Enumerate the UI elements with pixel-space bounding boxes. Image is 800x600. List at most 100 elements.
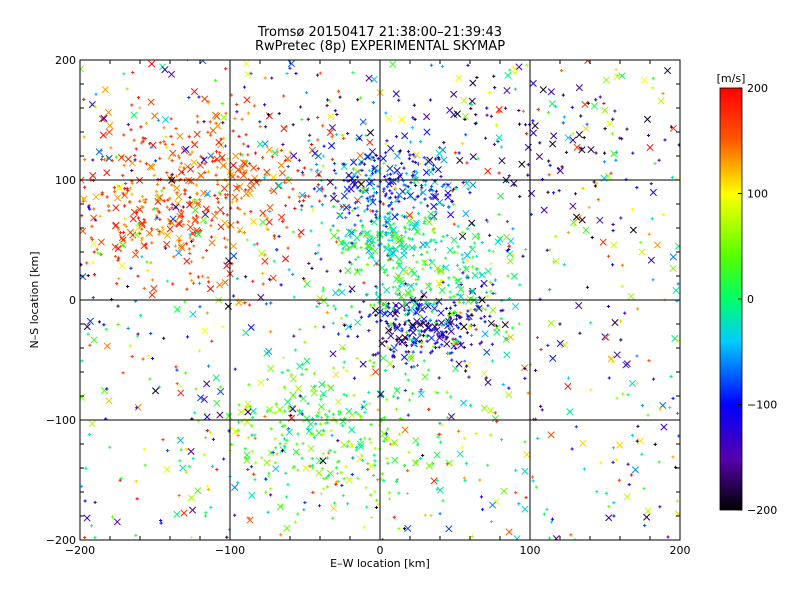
data-point-x (572, 213, 581, 221)
data-point-plus (419, 252, 424, 257)
data-point-plus (330, 157, 334, 161)
data-point-plus (178, 384, 182, 388)
data-point-x (404, 187, 412, 195)
data-point-x (80, 393, 86, 401)
data-point-plus (388, 347, 392, 351)
data-point-plus (130, 238, 134, 242)
data-point-plus (429, 266, 433, 270)
data-point-x (444, 189, 452, 197)
data-point-plus (140, 236, 144, 240)
data-point-x (297, 228, 305, 236)
data-point-plus (184, 470, 188, 474)
data-point-plus (321, 154, 325, 158)
data-point-x (174, 219, 183, 227)
data-point-x (469, 181, 477, 189)
data-point-x (272, 465, 280, 473)
data-point-plus (400, 243, 404, 247)
data-point-plus (126, 284, 130, 289)
data-point-plus (184, 447, 188, 451)
data-point-x (443, 340, 451, 348)
data-point-plus (342, 477, 346, 481)
data-point-plus (143, 200, 147, 204)
data-point-plus (497, 212, 501, 217)
data-point-x (187, 165, 195, 173)
data-point-plus (434, 189, 439, 193)
data-point-plus (466, 267, 470, 272)
data-point-plus (128, 344, 132, 348)
data-point-plus (489, 433, 493, 437)
data-point-plus (444, 306, 448, 311)
data-point-x (289, 405, 297, 413)
data-point-plus (411, 337, 415, 341)
data-point-plus (340, 251, 344, 255)
data-point-plus (195, 114, 199, 118)
data-point-plus (263, 103, 267, 107)
data-point-plus (418, 162, 422, 166)
data-point-x (203, 413, 211, 421)
data-point-x (371, 247, 379, 255)
data-point-plus (394, 317, 398, 321)
data-point-plus (50, 221, 53, 224)
data-point-x (243, 418, 251, 426)
data-point-plus (143, 137, 147, 141)
data-point-plus (646, 413, 650, 417)
data-point-plus (105, 387, 109, 391)
data-point-x (117, 154, 125, 162)
data-point-x (166, 225, 174, 233)
data-point-x (200, 156, 208, 164)
data-point-plus (263, 214, 267, 218)
data-point-plus (367, 329, 371, 333)
data-point-plus (468, 323, 472, 328)
data-point-x (367, 252, 375, 260)
data-point-plus (477, 295, 482, 300)
data-point-x (379, 354, 387, 362)
data-point-plus (385, 173, 390, 177)
data-point-plus (260, 456, 264, 460)
data-point-plus (410, 283, 414, 288)
data-point-plus (464, 369, 468, 373)
data-point-plus (455, 251, 460, 255)
data-point-plus (322, 325, 326, 329)
data-point-plus (414, 160, 418, 165)
data-point-x (351, 180, 359, 188)
data-point-plus (670, 175, 674, 179)
data-point-x (569, 31, 575, 37)
data-point-plus (582, 467, 587, 471)
data-point-plus (624, 177, 628, 181)
data-point-plus (613, 109, 617, 113)
data-point-plus (280, 433, 284, 437)
data-point-plus (308, 464, 312, 468)
data-point-plus (206, 487, 210, 492)
data-point-plus (205, 311, 209, 315)
data-point-plus (661, 212, 665, 216)
data-point-plus (473, 122, 477, 126)
data-point-x (413, 151, 421, 159)
data-point-x (503, 351, 511, 359)
data-point-plus (338, 282, 342, 287)
data-point-x (529, 129, 537, 137)
data-point-x (480, 279, 488, 287)
data-point-plus (410, 174, 415, 178)
data-point-x (540, 206, 548, 214)
data-point-plus (356, 175, 360, 179)
data-point-plus (278, 441, 282, 446)
data-point-plus (338, 212, 342, 217)
data-point-plus (209, 431, 213, 435)
data-point-plus (249, 465, 254, 469)
data-point-x (539, 86, 547, 94)
data-point-plus (88, 343, 92, 347)
data-point-plus (383, 368, 388, 373)
data-point-plus (476, 157, 480, 161)
data-point-plus (342, 392, 346, 396)
data-point-plus (362, 299, 366, 304)
data-point-plus (403, 282, 407, 286)
data-point-plus (620, 284, 624, 289)
data-point-plus (129, 266, 133, 270)
data-point-plus (419, 345, 424, 349)
data-point-x (163, 231, 171, 239)
data-point-x (146, 229, 154, 237)
data-point-plus (122, 72, 126, 76)
data-point-x (425, 282, 433, 290)
data-point-x (303, 415, 311, 423)
x-tick-label-0: −200 (65, 544, 95, 557)
